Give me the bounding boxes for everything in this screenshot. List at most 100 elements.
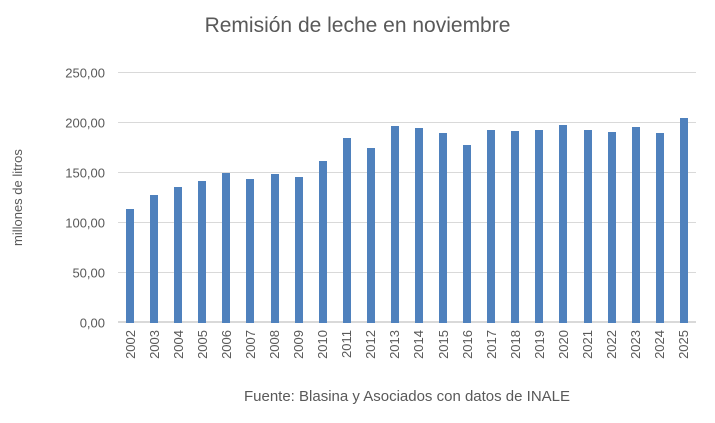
bar-2012 [366, 148, 375, 323]
x-label-slot: 2021 [575, 330, 599, 382]
x-tick-label: 2006 [218, 330, 234, 359]
bar-slot [118, 73, 142, 323]
x-tick-label: 2015 [435, 330, 451, 359]
bar-slot [214, 73, 238, 323]
bar-slot [551, 73, 575, 323]
x-tick-label: 2002 [122, 330, 138, 359]
x-tick-label: 2023 [628, 330, 644, 359]
x-label-slot: 2013 [383, 330, 407, 382]
bars-layer [118, 73, 696, 323]
bar-slot [479, 73, 503, 323]
gridline [118, 222, 696, 223]
x-tick-label: 2005 [194, 330, 210, 359]
x-tick-label: 2014 [411, 330, 427, 359]
x-tick-label: 2018 [507, 330, 523, 359]
x-label-slot: 2012 [359, 330, 383, 382]
bar-slot [335, 73, 359, 323]
bar-slot [311, 73, 335, 323]
chart-title: Remisión de leche en noviembre [204, 14, 511, 37]
y-axis-ticks: 0,00 50,00 100,00 150,00 200,00 250,00 [0, 66, 105, 331]
x-label-slot: 2006 [214, 330, 238, 382]
x-label-slot: 2023 [624, 330, 648, 382]
bar-slot [262, 73, 286, 323]
x-tick-label: 2024 [652, 330, 668, 359]
bar-2024 [655, 133, 664, 323]
gridline [118, 272, 696, 273]
bar-slot [142, 73, 166, 323]
x-tick-label: 2017 [483, 330, 499, 359]
bar-2017 [487, 130, 496, 323]
x-label-slot: 2018 [503, 330, 527, 382]
bar-2021 [583, 130, 592, 323]
gridline [118, 72, 696, 73]
bar-2013 [390, 126, 399, 323]
x-label-slot: 2019 [527, 330, 551, 382]
bar-2019 [535, 130, 544, 323]
y-tick-label: 200,00 [65, 115, 105, 131]
x-tick-label: 2010 [315, 330, 331, 359]
bar-2011 [342, 138, 351, 323]
bar-slot [600, 73, 624, 323]
x-tick-label: 2009 [291, 330, 307, 359]
bar-slot [527, 73, 551, 323]
source-caption: Fuente: Blasina y Asociados con datos de… [243, 388, 571, 405]
bar-slot [672, 73, 696, 323]
x-tick-label: 2003 [146, 330, 162, 359]
x-label-slot: 2020 [551, 330, 575, 382]
bar-2002 [126, 209, 135, 323]
bar-slot [190, 73, 214, 323]
bar-2015 [439, 133, 448, 323]
x-tick-label: 2012 [363, 330, 379, 359]
y-tick-label: 150,00 [65, 165, 105, 181]
x-label-slot: 2003 [142, 330, 166, 382]
bar-slot [166, 73, 190, 323]
x-label-slot: 2004 [166, 330, 190, 382]
x-label-slot: 2014 [407, 330, 431, 382]
bar-2016 [463, 145, 472, 323]
x-label-slot: 2011 [335, 330, 359, 382]
bar-slot [287, 73, 311, 323]
x-label-slot: 2007 [238, 330, 262, 382]
bar-slot [503, 73, 527, 323]
bar-2025 [679, 118, 688, 323]
x-tick-label: 2025 [676, 330, 692, 359]
x-label-slot: 2022 [600, 330, 624, 382]
x-label-slot: 2010 [311, 330, 335, 382]
bar-2022 [607, 132, 616, 323]
bar-slot [455, 73, 479, 323]
y-tick-label: 250,00 [65, 65, 105, 81]
x-label-slot: 2008 [262, 330, 286, 382]
y-tick-label: 50,00 [72, 265, 105, 281]
x-tick-label: 2008 [267, 330, 282, 359]
x-label-slot: 2009 [287, 330, 311, 382]
x-tick-label: 2004 [170, 330, 186, 359]
gridline [118, 172, 696, 173]
bar-2008 [270, 174, 279, 323]
x-tick-label: 2020 [555, 330, 571, 359]
bar-slot [238, 73, 262, 323]
bar-2007 [246, 179, 255, 323]
x-tick-label: 2019 [531, 330, 547, 359]
y-tick-label: 100,00 [65, 215, 105, 231]
bar-2023 [631, 127, 640, 323]
bar-2018 [511, 131, 520, 323]
bar-slot [407, 73, 431, 323]
x-label-slot: 2005 [190, 330, 214, 382]
x-label-slot: 2017 [479, 330, 503, 382]
bar-2020 [559, 125, 568, 323]
bar-slot [575, 73, 599, 323]
bar-2010 [318, 161, 327, 323]
x-axis-line [118, 321, 696, 323]
bar-slot [624, 73, 648, 323]
x-tick-label: 2007 [242, 330, 258, 359]
x-axis-labels: 2002 2003 2004 2005 2006 2007 2008 2009 2010 2011… [118, 330, 696, 382]
bar-slot [383, 73, 407, 323]
x-label-slot: 2025 [672, 330, 696, 382]
bar-2005 [198, 181, 207, 323]
bar-2004 [174, 187, 183, 323]
bar-2014 [414, 128, 423, 323]
bar-slot [648, 73, 672, 323]
bar-slot [359, 73, 383, 323]
plot-area [118, 72, 696, 323]
